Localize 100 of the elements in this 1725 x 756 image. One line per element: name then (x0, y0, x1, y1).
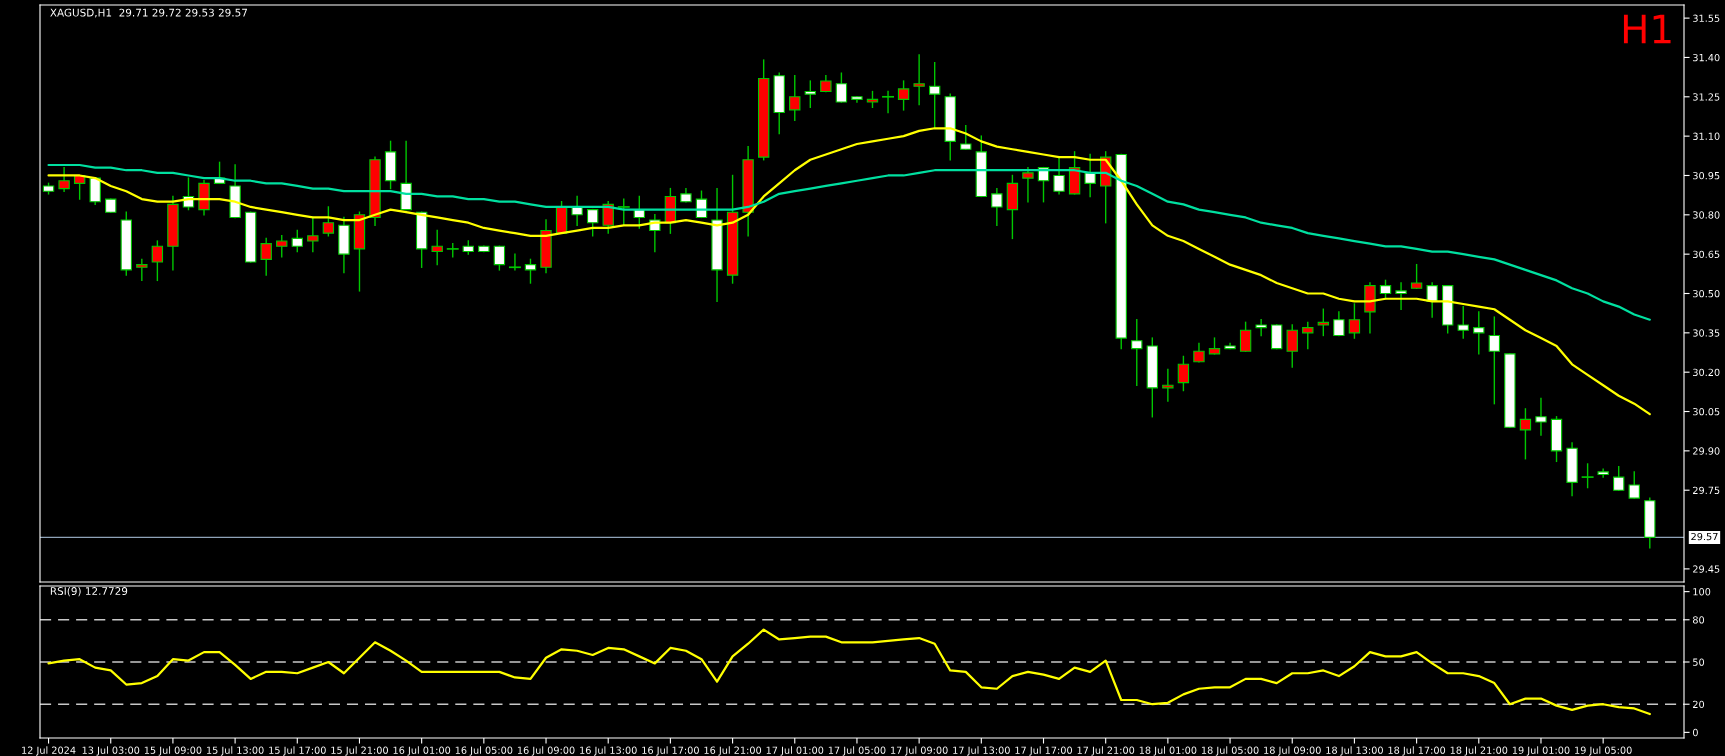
ref-line-label: 29.57 (1691, 532, 1718, 541)
candlestick (1053, 156, 1065, 195)
annotation: H1 (1623, 14, 1671, 44)
candlestick (1239, 321, 1252, 352)
x-tick-label: 18 Jul 13:00 (1326, 746, 1383, 756)
candlestick (1457, 305, 1469, 339)
y-tick-label: 30.20 (1693, 368, 1720, 377)
x-tick-label: 17 Jul 21:00 (1077, 746, 1135, 756)
candlestick (1348, 303, 1361, 339)
chart-title: RSI(9) 12.7729 (50, 586, 128, 597)
candlestick (1177, 355, 1190, 392)
candlestick (1488, 316, 1501, 405)
x-tick-label: 13 Jul 03:00 (82, 746, 140, 756)
candlestick (1519, 408, 1532, 460)
candlestick (1302, 321, 1314, 350)
x-tick-label: 17 Jul 13:00 (953, 746, 1010, 756)
y-tick-label: 29.45 (1693, 565, 1720, 573)
x-tick-label: 19 Jul 05:00 (1575, 746, 1632, 756)
y-tick-label: 0 (1692, 728, 1698, 737)
candlestick (1395, 282, 1407, 310)
candlestick (1628, 471, 1640, 499)
candlestick (1022, 166, 1034, 203)
candlestick (1333, 311, 1345, 337)
x-tick-label: 16 Jul 09:00 (517, 746, 575, 756)
y-tick-label: 80 (1692, 616, 1705, 624)
x-tick-label: 17 Jul 05:00 (828, 746, 886, 756)
candlestick (1162, 368, 1174, 402)
candlestick (307, 216, 319, 253)
candlestick (431, 229, 443, 266)
candlestick (1084, 153, 1096, 198)
y-tick-label: 30.65 (1693, 250, 1720, 258)
candlestick (586, 208, 599, 237)
y-tick-label: 30.80 (1693, 211, 1720, 219)
line-series (47, 163, 1651, 321)
candlestick (897, 80, 910, 111)
candlestick (524, 258, 537, 284)
candlestick (913, 54, 925, 106)
candlestick (835, 72, 848, 103)
y-tick-label: 29.90 (1693, 447, 1720, 455)
candlestick (1271, 324, 1283, 350)
x-tick-label: 12 Jul 2024 (22, 746, 76, 756)
candlestick (804, 80, 816, 108)
y-tick-label: 29.75 (1693, 486, 1720, 495)
x-tick-label: 18 Jul 01:00 (1139, 746, 1197, 756)
y-tick-label: 31.40 (1693, 53, 1720, 62)
candlestick (136, 258, 148, 282)
candlestick (1286, 324, 1298, 368)
candlestick (291, 229, 303, 253)
candlestick (1317, 308, 1330, 337)
x-tick-label: 17 Jul 09:00 (891, 746, 948, 756)
candlestick (602, 201, 614, 234)
x-tick-label: 16 Jul 21:00 (704, 746, 762, 756)
y-tick-label: 30.50 (1693, 289, 1720, 298)
candlestick (508, 253, 521, 271)
candlestick (617, 198, 630, 227)
candlestick (1131, 319, 1143, 386)
candlestick (1193, 342, 1205, 363)
candlestick (991, 187, 1003, 227)
x-tick-label: 15 Jul 13:00 (207, 746, 264, 756)
y-tick-label: 30.05 (1693, 408, 1720, 416)
y-tick-label: 100 (1693, 588, 1711, 596)
candlestick (1473, 311, 1485, 355)
candlestick (928, 62, 941, 129)
candlestick (789, 75, 801, 122)
candlestick (1613, 465, 1625, 491)
candlestick (882, 90, 895, 114)
candlestick (1255, 319, 1267, 337)
candlestick (1410, 263, 1423, 289)
x-tick-label: 19 Jul 01:00 (1512, 746, 1570, 756)
x-tick-label: 15 Jul 21:00 (331, 746, 388, 756)
x-tick-label: 18 Jul 05:00 (1201, 746, 1259, 756)
y-tick-label: 30.35 (1693, 329, 1720, 337)
candlestick (960, 124, 972, 150)
x-tick-label: 17 Jul 17:00 (1015, 746, 1073, 756)
x-tick-label: 16 Jul 17:00 (642, 746, 699, 756)
y-tick-label: 31.55 (1693, 14, 1720, 22)
candlestick (322, 206, 335, 237)
y-tick-label: 20 (1693, 700, 1705, 709)
candlestick (1379, 279, 1392, 300)
y-tick-label: 50 (1693, 658, 1705, 666)
x-tick-label: 15 Jul 17:00 (269, 746, 326, 756)
candlestick (1535, 397, 1547, 436)
x-tick-label: 16 Jul 01:00 (393, 746, 451, 756)
y-tick-label: 30.95 (1693, 171, 1720, 180)
line-series (47, 127, 1651, 416)
candlestick (276, 235, 288, 258)
candlestick (1581, 463, 1594, 489)
candlestick (1597, 468, 1609, 478)
chart-title: XAGUSD,H1 29.71 29.72 29.53 29.57 (50, 8, 247, 18)
x-tick-label: 16 Jul 05:00 (455, 746, 513, 756)
x-tick-label: 18 Jul 21:00 (1450, 746, 1508, 756)
y-tick-label: 31.25 (1693, 93, 1720, 101)
x-tick-label: 18 Jul 09:00 (1264, 746, 1321, 756)
x-tick-label: 15 Jul 09:00 (144, 746, 202, 756)
candlestick (493, 245, 506, 271)
x-tick-label: 16 Jul 13:00 (580, 746, 637, 756)
line-series (47, 628, 1651, 716)
candlestick (151, 240, 164, 282)
x-tick-label: 18 Jul 17:00 (1388, 746, 1446, 756)
candlestick (89, 177, 101, 206)
